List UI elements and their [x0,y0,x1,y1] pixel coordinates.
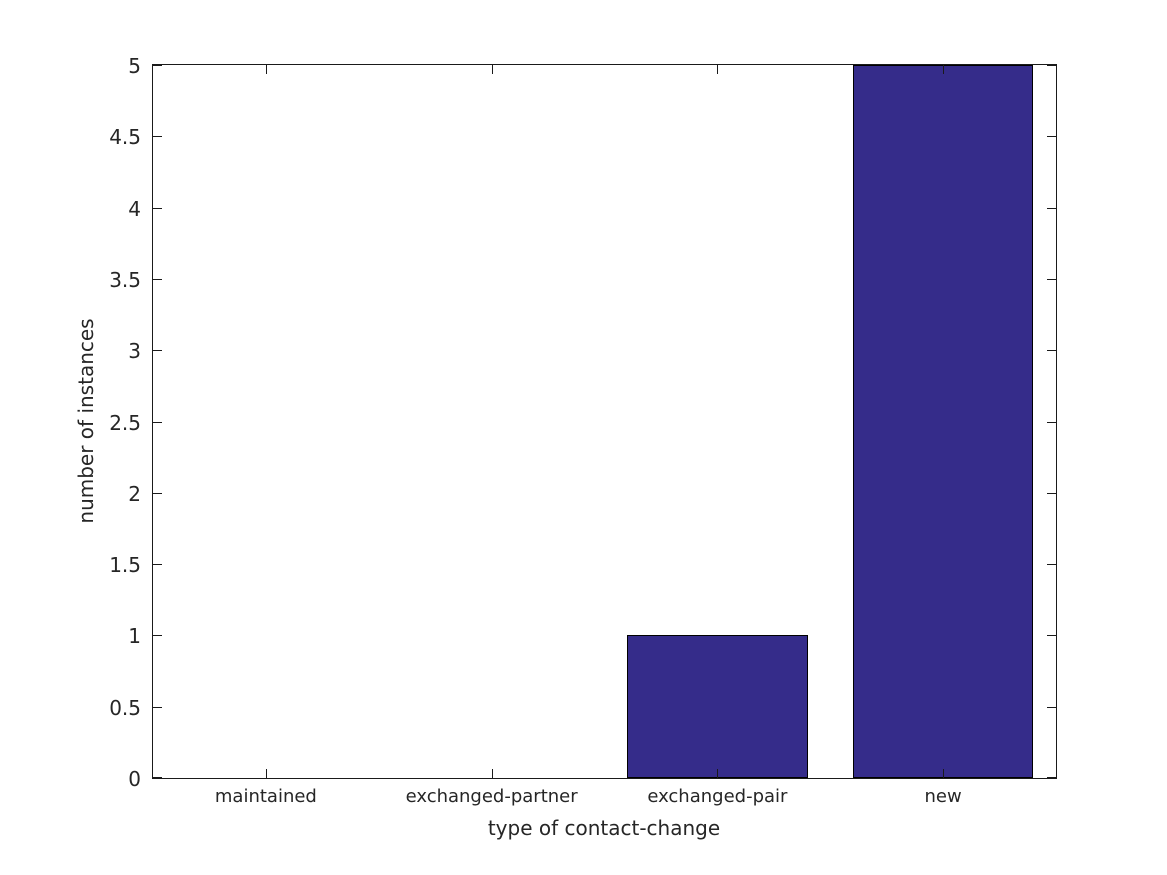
x-tick [265,769,267,778]
y-tick-label: 3.5 [109,267,141,292]
x-tick [491,769,493,778]
y-tick-right [1047,136,1056,138]
x-tick-label: exchanged-partner [405,786,578,807]
y-tick [153,564,162,566]
y-tick [153,136,162,138]
y-tick [153,777,162,778]
x-tick [943,769,945,778]
bar-new [852,65,1034,778]
y-tick-right [1047,777,1056,778]
x-tick-top [717,65,719,74]
y-tick [153,706,162,708]
y-tick-label: 0.5 [109,695,141,720]
y-tick-label: 1.5 [109,553,141,578]
y-tick-right [1047,635,1056,637]
y-tick [153,207,162,209]
y-tick-right [1047,421,1056,423]
y-tick-right [1047,278,1056,280]
x-tick-top [265,65,267,74]
plot-area: 0 0.5 1 1.5 2 2.5 3 3.5 4 4.5 5 maintained exchanged… [109,56,1057,806]
y-tick-right [1047,350,1056,352]
y-tick-label: 5 [128,54,141,78]
y-tick-right [1047,65,1056,66]
y-tick-label: 0 [128,767,141,791]
y-tick-label: 4.5 [109,125,141,150]
x-tick-top [943,65,945,74]
y-tick-label: 3 [128,339,141,364]
x-tick-top [491,65,493,74]
y-tick-label: 2 [128,481,141,506]
x-tick-label: new [924,786,962,807]
y-tick-right [1047,706,1056,708]
y-axis-label: number of instances [74,318,98,524]
x-tick-label: maintained [214,786,317,807]
x-tick [717,769,719,778]
y-tick [153,350,162,352]
y-tick-right [1047,492,1056,494]
y-tick-label: 2.5 [109,410,141,435]
y-tick-label: 1 [128,624,141,649]
y-tick [153,278,162,280]
y-tick [153,635,162,637]
y-tick [153,65,162,66]
x-tick-label: exchanged-pair [647,786,788,807]
bar-exchanged-pair [627,635,808,778]
y-tick-right [1047,564,1056,566]
y-tick [153,492,162,494]
x-axis-label: type of contact-change [487,816,721,840]
y-tick-label: 4 [128,196,141,221]
y-tick-right [1047,207,1056,209]
y-tick [153,421,162,423]
